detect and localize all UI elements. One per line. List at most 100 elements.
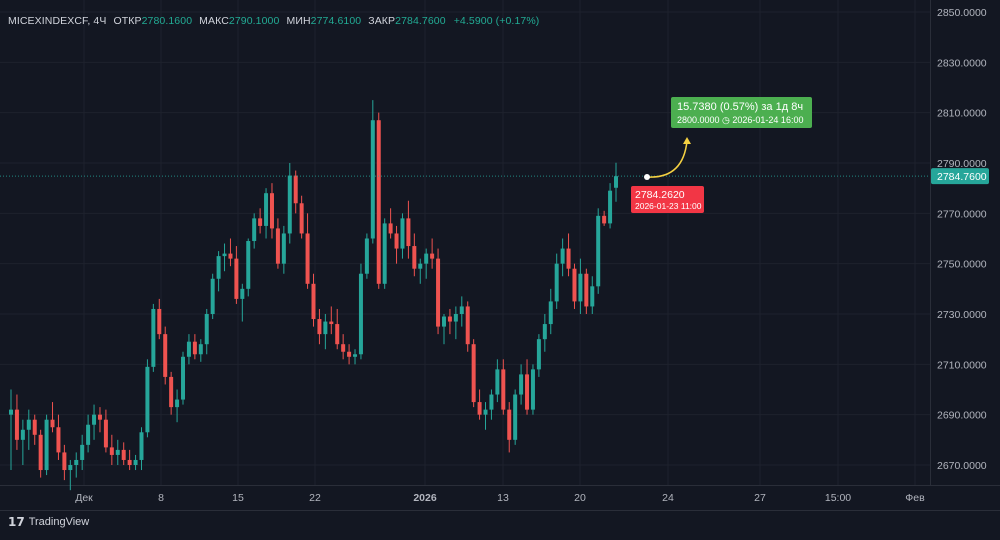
- candle[interactable]: [50, 402, 55, 433]
- candle-body[interactable]: [608, 190, 613, 224]
- candle[interactable]: [32, 414, 37, 445]
- candle-body[interactable]: [14, 409, 19, 440]
- candle-body[interactable]: [50, 419, 55, 428]
- candle-body[interactable]: [175, 399, 180, 408]
- candle-body[interactable]: [459, 306, 464, 314]
- candle-body[interactable]: [80, 444, 85, 460]
- candle-body[interactable]: [536, 339, 541, 370]
- candle-body[interactable]: [477, 402, 482, 415]
- time-axis[interactable]: Дек 8 15 22 2026 13 20 24 27 15:00 Фев: [75, 492, 925, 504]
- candle[interactable]: [103, 409, 108, 453]
- candle[interactable]: [596, 208, 601, 294]
- candle-body[interactable]: [20, 429, 25, 440]
- candle[interactable]: [264, 188, 269, 239]
- candle[interactable]: [513, 389, 518, 445]
- candle[interactable]: [127, 449, 132, 471]
- candle[interactable]: [145, 359, 150, 438]
- candle[interactable]: [92, 404, 97, 440]
- candle[interactable]: [305, 213, 310, 289]
- candle-body[interactable]: [56, 427, 61, 453]
- candle-body[interactable]: [441, 316, 446, 327]
- candle-body[interactable]: [311, 283, 316, 320]
- candle-body[interactable]: [501, 369, 506, 410]
- candle[interactable]: [198, 339, 203, 362]
- candle-body[interactable]: [228, 253, 233, 259]
- candle-body[interactable]: [376, 120, 381, 284]
- candle-body[interactable]: [186, 341, 191, 357]
- candle[interactable]: [44, 414, 49, 476]
- candle[interactable]: [186, 334, 191, 365]
- candle-body[interactable]: [204, 314, 209, 345]
- candle[interactable]: [578, 258, 583, 314]
- candle-body[interactable]: [341, 344, 346, 352]
- candle-body[interactable]: [471, 344, 476, 403]
- candle-body[interactable]: [38, 434, 43, 471]
- candle[interactable]: [74, 452, 79, 478]
- candle[interactable]: [347, 344, 352, 365]
- candle[interactable]: [406, 200, 411, 259]
- candle-body[interactable]: [139, 432, 144, 460]
- candle-body[interactable]: [406, 218, 411, 247]
- candle-body[interactable]: [305, 233, 310, 284]
- candle-body[interactable]: [554, 263, 559, 302]
- candle[interactable]: [430, 238, 435, 269]
- tradingview-logo[interactable]: 17 TradingView: [8, 515, 89, 529]
- candle[interactable]: [86, 414, 91, 453]
- candle[interactable]: [459, 296, 464, 327]
- candle[interactable]: [222, 243, 227, 272]
- candle-body[interactable]: [127, 459, 132, 465]
- candle[interactable]: [192, 334, 197, 360]
- candle-body[interactable]: [151, 308, 156, 367]
- candle[interactable]: [269, 183, 274, 239]
- candle[interactable]: [258, 208, 263, 234]
- measure-start-point[interactable]: [644, 174, 650, 180]
- candle-body[interactable]: [68, 465, 73, 471]
- candle[interactable]: [376, 112, 381, 289]
- candle-body[interactable]: [198, 344, 203, 355]
- price-axis[interactable]: 2850.0000 2830.0000 2810.0000 2790.0000 2770…: [931, 7, 989, 472]
- candle-body[interactable]: [590, 286, 595, 307]
- candle-body[interactable]: [530, 369, 535, 410]
- candle-body[interactable]: [560, 248, 565, 264]
- candle-body[interactable]: [275, 228, 280, 264]
- candle-body[interactable]: [9, 409, 13, 415]
- candle-body[interactable]: [115, 449, 120, 455]
- candle-body[interactable]: [400, 218, 405, 249]
- candle-body[interactable]: [418, 263, 423, 269]
- candle-body[interactable]: [525, 374, 530, 410]
- candle[interactable]: [519, 364, 524, 405]
- candle[interactable]: [246, 238, 251, 297]
- candle[interactable]: [370, 100, 375, 244]
- candle[interactable]: [477, 389, 482, 420]
- candle[interactable]: [169, 371, 174, 415]
- candle[interactable]: [62, 444, 67, 481]
- candle[interactable]: [447, 308, 452, 335]
- candle[interactable]: [412, 233, 417, 277]
- candle[interactable]: [329, 306, 334, 335]
- candle[interactable]: [157, 298, 162, 340]
- candle-body[interactable]: [246, 241, 251, 289]
- candle[interactable]: [287, 163, 292, 244]
- candle[interactable]: [26, 409, 31, 450]
- candle[interactable]: [299, 195, 304, 239]
- candle[interactable]: [465, 301, 470, 352]
- candle-body[interactable]: [394, 233, 399, 249]
- candle-body[interactable]: [507, 409, 512, 440]
- candle[interactable]: [139, 427, 144, 471]
- candle-body[interactable]: [447, 316, 452, 322]
- candle-body[interactable]: [602, 215, 607, 224]
- candle-body[interactable]: [133, 459, 138, 465]
- candle-body[interactable]: [192, 341, 197, 355]
- candle-body[interactable]: [370, 120, 375, 239]
- candle-body[interactable]: [293, 175, 298, 204]
- candle[interactable]: [97, 407, 102, 433]
- candle[interactable]: [548, 288, 553, 335]
- candle[interactable]: [536, 334, 541, 377]
- candles-series[interactable]: [9, 100, 618, 491]
- candle[interactable]: [507, 402, 512, 453]
- candle-body[interactable]: [210, 278, 215, 314]
- candle-body[interactable]: [258, 218, 263, 226]
